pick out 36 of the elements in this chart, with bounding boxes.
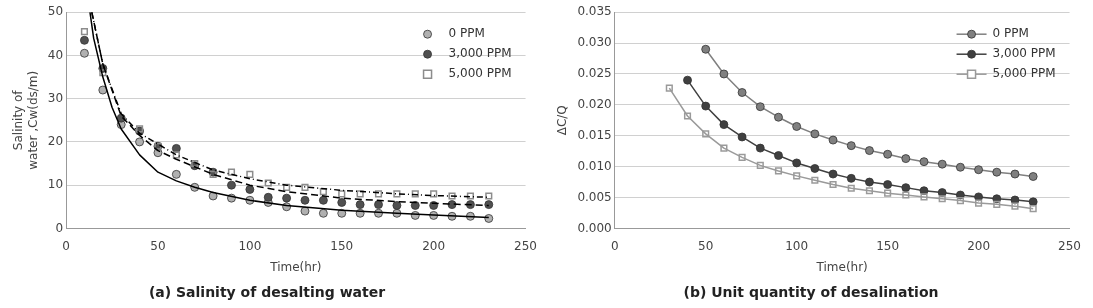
legend-label: 0 PPM [448, 26, 485, 41]
x-tick-label: 200 [967, 238, 991, 253]
x-tick-label: 150 [330, 238, 354, 253]
text: (a) Salinity of desalting water [148, 284, 386, 301]
x-axis-title: Time(hr) [815, 260, 868, 275]
y-tick-label: 0.010 [577, 158, 612, 173]
x-tick-label: 150 [876, 238, 900, 253]
x-tick-label: 250 [1058, 238, 1081, 253]
x-tick-label: 200 [422, 238, 446, 253]
x-tick-label: 100 [785, 238, 809, 253]
legend-label: 5,000 PPM [448, 66, 512, 81]
x-tick-label: 50 [698, 238, 714, 253]
y-tick-label: 0.015 [577, 127, 612, 142]
x-axis-title: Time(hr) [269, 260, 322, 275]
legend-label: 3,000 PPM [448, 46, 512, 61]
y-tick-label: 0.035 [577, 4, 612, 19]
y-tick-label: 40 [47, 47, 64, 62]
y-tick-label: 0.000 [577, 220, 612, 235]
y-tick-label: 0.020 [577, 96, 612, 111]
x-tick-label: 250 [514, 238, 537, 253]
legend-label: 0 PPM [992, 26, 1029, 41]
y-tick-label: 0.030 [577, 35, 612, 50]
y-tick-label: 30 [47, 90, 64, 105]
y-tick-label: 0.005 [577, 189, 612, 204]
y-tick-label: 0.025 [577, 66, 612, 81]
y-tick-label: 0 [55, 220, 64, 235]
x-tick-label: 100 [238, 238, 262, 253]
legend-label: 3,000 PPM [992, 46, 1056, 61]
x-tick-label: 50 [150, 238, 166, 253]
y-tick-label: 10 [47, 177, 64, 192]
y-tick-label: 20 [47, 134, 64, 149]
y-tick-label: 50 [47, 4, 64, 19]
y-axis-title: Salinity of water ,Cw(ds/m) [11, 70, 40, 170]
text: (b) Unit quantity of desalination [683, 284, 939, 301]
legend-label: 5,000 PPM [992, 66, 1056, 81]
y-axis-title: ΔC/Q [555, 105, 570, 136]
